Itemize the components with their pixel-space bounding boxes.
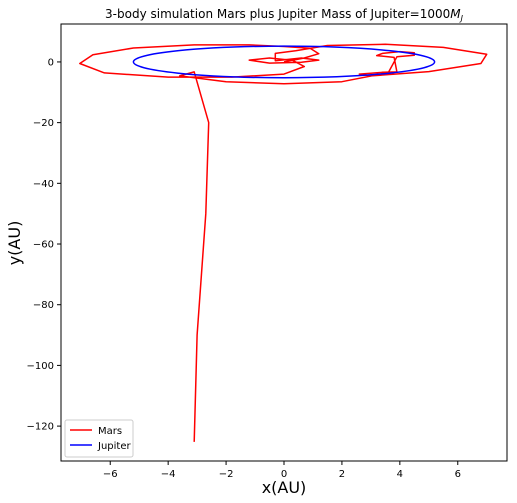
plot-area bbox=[60, 23, 508, 462]
y-axis-label: y(AU) bbox=[5, 221, 24, 266]
y-axis: 0 −20 −40 −60 −80 −100 −120 bbox=[27, 57, 61, 433]
y-tick-label: −120 bbox=[27, 422, 54, 433]
chart-title-mass-symbol: M bbox=[450, 7, 461, 21]
series-jupiter-line bbox=[132, 45, 436, 79]
y-tick-label: 0 bbox=[48, 57, 54, 68]
y-tick-label: −40 bbox=[33, 179, 54, 190]
chart-title-mass-subscript: J bbox=[459, 14, 464, 23]
y-tick-label: −80 bbox=[33, 300, 54, 311]
x-axis-label: x(AU) bbox=[262, 478, 307, 497]
x-tick-label: 0 bbox=[281, 469, 287, 480]
legend-label-jupiter: Jupiter bbox=[97, 441, 131, 452]
series-layer bbox=[79, 43, 488, 442]
y-tick-label: −100 bbox=[27, 361, 54, 372]
x-tick-label: −6 bbox=[103, 469, 118, 480]
x-tick-label: 6 bbox=[455, 469, 461, 480]
plot-background bbox=[61, 24, 507, 461]
series-mars-line bbox=[79, 43, 488, 442]
x-tick-label: −2 bbox=[219, 469, 234, 480]
x-tick-label: −4 bbox=[161, 469, 176, 480]
y-tick-label: −20 bbox=[33, 118, 54, 129]
x-axis: −6 −4 −2 0 2 4 6 bbox=[103, 461, 461, 480]
chart-title: 3-body simulation Mars plus Jupiter Mass… bbox=[105, 7, 464, 23]
chart-title-main: 3-body simulation Mars plus Jupiter Mass… bbox=[105, 7, 450, 21]
legend: Mars Jupiter bbox=[64, 419, 134, 458]
y-tick-label: −60 bbox=[33, 240, 54, 251]
x-tick-label: 2 bbox=[339, 469, 345, 480]
legend-label-mars: Mars bbox=[98, 426, 122, 437]
x-tick-label: 4 bbox=[397, 469, 403, 480]
